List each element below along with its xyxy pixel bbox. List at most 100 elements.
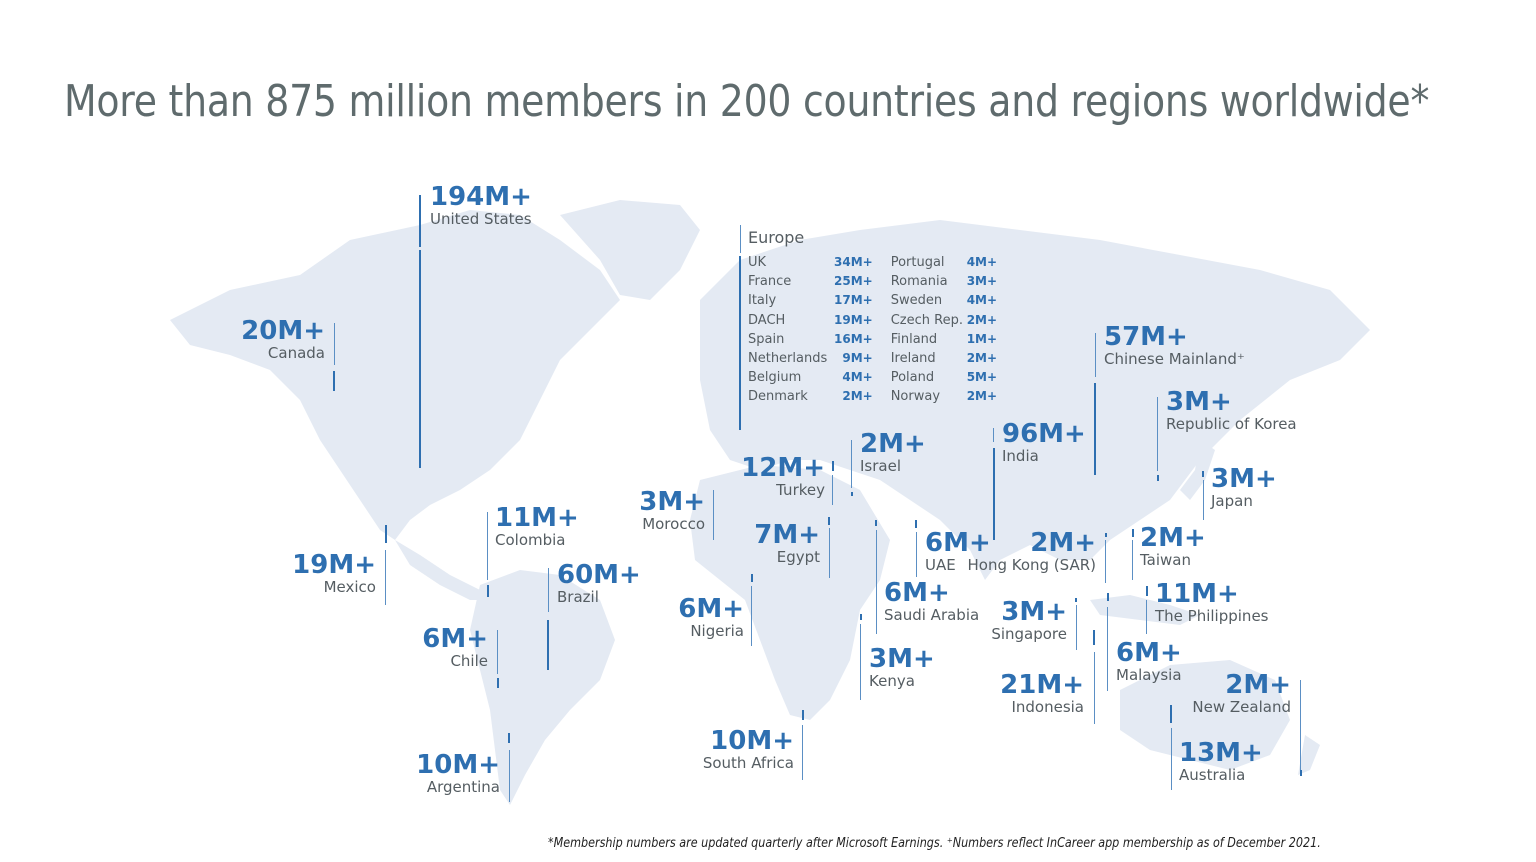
country-label: Netherlands [748, 351, 828, 367]
leader-line [487, 512, 488, 580]
table-row: Netherlands 9M+ Ireland 2M+ [748, 349, 997, 368]
leader-line [1107, 593, 1109, 601]
leader-line [1107, 607, 1108, 691]
leader-line [1157, 475, 1159, 481]
leader-line [915, 520, 917, 528]
marker-chinese-mainland: 57M+ Chinese Mainland⁺ [1104, 324, 1245, 368]
leader-line [1300, 680, 1301, 770]
leader-line [993, 428, 994, 442]
leader-line [802, 725, 803, 780]
marker-south-africa: 10M+ South Africa [703, 728, 794, 772]
country-label: Norway [890, 389, 941, 405]
leader-line [1094, 652, 1095, 724]
leader-line [876, 530, 877, 634]
member-count: 4M+ [966, 255, 998, 269]
marker-philippines: 11M+ The Philippines [1155, 581, 1268, 625]
country-label: Poland [890, 370, 935, 386]
leader-line [1171, 728, 1172, 790]
country-label: Australia [1179, 766, 1246, 784]
leader-line [497, 678, 499, 688]
member-count: 3M+ [1166, 387, 1232, 417]
leader-line [832, 475, 833, 505]
europe-table: UK 34M+ Portugal 4M+ France 25M+ Romania 3M+ I… [748, 253, 997, 407]
marker-colombia: 11M+ Colombia [495, 505, 579, 549]
member-count: 3M+ [966, 274, 998, 289]
member-count: 96M+ [1002, 419, 1086, 449]
marker-egypt: 7M+ Egypt [754, 522, 820, 566]
member-count: 5M+ [966, 370, 998, 385]
table-row: Denmark 2M+ Norway 2M+ [748, 387, 997, 406]
marker-israel: 2M+ Israel [860, 431, 926, 475]
member-count: 3M+ [639, 487, 705, 517]
leader-line [993, 448, 995, 540]
leader-line [1300, 770, 1302, 776]
member-count: 57M+ [1104, 322, 1188, 352]
marker-canada: 20M+ Canada [241, 318, 325, 362]
member-count: 1M+ [966, 331, 998, 346]
member-count: 3M+ [1211, 464, 1277, 494]
member-count: 6M+ [1116, 638, 1182, 668]
table-row: UK 34M+ Portugal 4M+ [748, 253, 997, 272]
table-row: Belgium 4M+ Poland 5M+ [748, 368, 997, 387]
leader-line [1146, 586, 1148, 596]
country-label: Spain [748, 331, 785, 347]
country-label: Hong Kong (SAR) [967, 556, 1096, 574]
country-label: DACH [748, 312, 786, 328]
country-label: Colombia [495, 531, 566, 549]
member-count: 25M+ [834, 274, 873, 289]
country-label: UAE [925, 556, 956, 574]
marker-united-states: 194M+ United States [430, 184, 532, 228]
leader-line [875, 520, 877, 526]
member-count: 7M+ [754, 520, 820, 550]
country-label: Chinese Mainland⁺ [1104, 350, 1245, 368]
europe-heading: Europe [748, 228, 805, 247]
country-label: Italy [748, 293, 777, 309]
marker-saudi-arabia: 6M+ Saudi Arabia [884, 580, 979, 624]
member-count: 11M+ [495, 503, 579, 533]
marker-singapore: 3M+ Singapore [991, 599, 1067, 643]
leader-line [751, 586, 752, 646]
country-label: Sweden [890, 293, 943, 309]
leader-line [802, 710, 804, 720]
marker-india: 96M+ India [1002, 421, 1086, 465]
page-title: More than 875 million members in 200 cou… [64, 76, 1430, 127]
leader-line [497, 630, 498, 674]
leader-line [1105, 540, 1106, 583]
leader-line [1202, 471, 1204, 477]
country-label: Belgium [748, 370, 802, 386]
member-count: 3M+ [1001, 597, 1067, 627]
member-count: 4M+ [842, 370, 873, 385]
leader-line [385, 525, 387, 543]
country-label: Nigeria [690, 622, 744, 640]
leader-line [334, 323, 335, 365]
leader-line [1157, 397, 1158, 471]
marker-new-zealand: 2M+ New Zealand [1192, 672, 1291, 716]
marker-argentina: 10M+ Argentina [416, 752, 500, 796]
country-label: The Philippines [1155, 607, 1269, 625]
member-count: 2M+ [966, 312, 998, 327]
member-count: 3M+ [869, 644, 935, 674]
marker-chile: 6M+ Chile [422, 626, 488, 670]
country-label: Portugal [890, 255, 945, 270]
member-count: 6M+ [678, 594, 744, 624]
leader-line [851, 440, 852, 488]
leader-line [1132, 529, 1134, 537]
leader-line [1146, 600, 1147, 634]
leader-line [713, 490, 714, 540]
leader-line [1076, 605, 1077, 650]
country-label: India [1002, 447, 1039, 465]
country-label: Singapore [991, 625, 1067, 643]
member-count: 20M+ [241, 316, 325, 346]
member-count: 2M+ [966, 389, 998, 404]
member-count: 2M+ [842, 389, 873, 404]
member-count: 6M+ [884, 578, 950, 608]
marker-korea: 3M+ Republic of Korea [1166, 389, 1297, 433]
leader-line [751, 574, 753, 582]
leader-line [333, 371, 335, 391]
leader-line [1095, 333, 1096, 377]
country-label: Republic of Korea [1166, 415, 1297, 433]
country-label: Mexico [323, 578, 376, 596]
leader-line [829, 528, 830, 578]
country-label: Egypt [776, 548, 820, 566]
country-label: Ireland [890, 351, 936, 367]
